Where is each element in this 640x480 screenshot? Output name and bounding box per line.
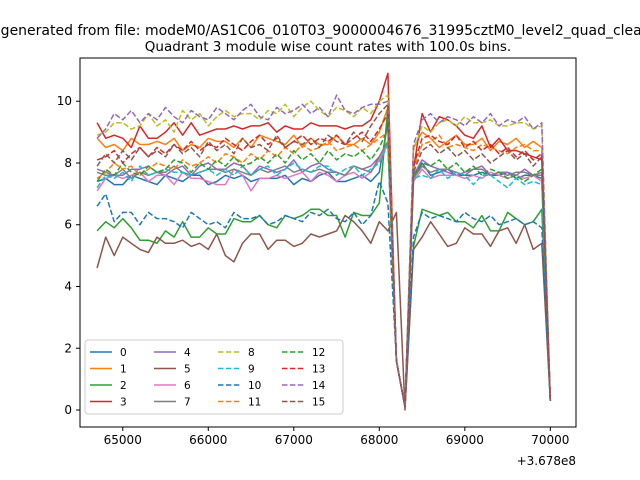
legend-label-9: 9 (248, 364, 255, 376)
legend-label-2: 2 (120, 380, 127, 392)
series-line-11 (96, 131, 552, 408)
y-tick-label: 6 (64, 218, 72, 232)
legend-label-3: 3 (120, 397, 127, 409)
x-offset-label: +3.678e8 (517, 454, 576, 468)
legend-label-12: 12 (312, 347, 325, 359)
series-line-8 (96, 94, 552, 408)
x-tick-label: 70000 (531, 433, 569, 447)
series-line-15 (96, 103, 552, 408)
y-tick-label: 2 (64, 341, 72, 355)
legend-label-15: 15 (312, 397, 325, 409)
series-line-10 (96, 180, 552, 408)
y-tick-label: 8 (64, 156, 72, 170)
legend-label-8: 8 (248, 347, 255, 359)
series-line-12 (96, 128, 552, 408)
legend-label-6: 6 (184, 380, 191, 392)
series-line-5 (96, 211, 552, 411)
y-axis: 0 2 4 6 8 10 (57, 94, 80, 417)
series-line-13 (96, 112, 552, 408)
x-tick-label: 65000 (104, 433, 142, 447)
legend-label-13: 13 (312, 364, 325, 376)
legend-label-7: 7 (184, 397, 191, 409)
series-line-6 (96, 143, 552, 408)
series-line-2 (96, 106, 552, 408)
legend-label-14: 14 (312, 380, 326, 392)
legend-label-4: 4 (184, 347, 191, 359)
series-line-7 (96, 140, 552, 408)
chart-title: Quadrant 3 module wise count rates with … (145, 39, 511, 55)
series-line-14 (96, 94, 552, 408)
legend-label-11: 11 (248, 397, 261, 409)
x-tick-label: 69000 (446, 433, 484, 447)
y-tick-label: 4 (64, 280, 72, 294)
plot-frame (79, 57, 577, 428)
x-axis: 65000 66000 67000 68000 69000 70000 (104, 427, 569, 447)
y-tick-label: 0 (64, 403, 72, 417)
series-line-3 (96, 72, 552, 408)
legend-label-0: 0 (120, 347, 127, 359)
legend-label-1: 1 (120, 364, 127, 376)
y-tick-label: 10 (57, 94, 72, 108)
x-tick-label: 66000 (189, 433, 227, 447)
x-tick-label: 67000 (275, 433, 313, 447)
figure-suptitle: Plots generated from file: modeM0/AS1C06… (0, 23, 640, 39)
legend-label-10: 10 (248, 380, 261, 392)
x-tick-label: 68000 (360, 433, 398, 447)
series-line-9 (96, 143, 552, 408)
legend-box (84, 339, 344, 415)
legend-label-5: 5 (184, 364, 191, 376)
